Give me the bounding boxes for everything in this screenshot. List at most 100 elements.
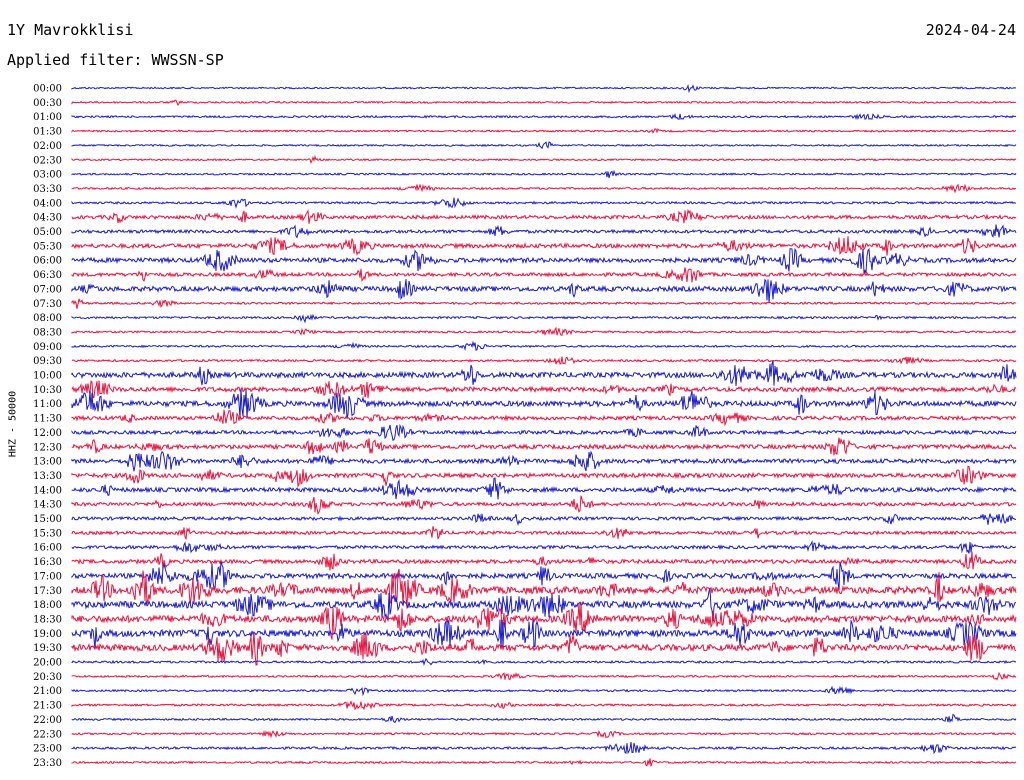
trace-line <box>71 380 1017 399</box>
time-label: 16:30 <box>33 557 62 568</box>
trace-line <box>71 326 1017 337</box>
trace-line <box>71 685 1017 697</box>
time-label: 08:00 <box>33 313 62 324</box>
trace-line <box>71 495 1017 515</box>
time-label: 05:30 <box>33 241 62 252</box>
trace-line <box>71 360 1017 386</box>
time-label: 11:30 <box>33 414 62 425</box>
trace-line <box>71 236 1017 256</box>
time-label: 00:00 <box>33 84 62 95</box>
time-label: 11:00 <box>33 399 62 410</box>
time-label: 15:30 <box>33 528 62 539</box>
time-label: 05:00 <box>33 227 62 238</box>
trace-line <box>71 526 1017 541</box>
time-label: 06:00 <box>33 256 62 267</box>
trace-line <box>71 437 1017 456</box>
trace-line <box>71 197 1017 209</box>
time-label: 12:00 <box>33 428 62 439</box>
trace-line <box>71 619 1017 650</box>
trace-line <box>71 224 1017 239</box>
trace-line <box>71 568 1017 609</box>
trace-line <box>71 540 1017 554</box>
trace-line <box>71 208 1017 224</box>
trace-line <box>71 298 1016 309</box>
record-date: 2024-04-24 <box>925 21 1016 39</box>
trace-line <box>71 551 1017 571</box>
time-label: 01:30 <box>33 127 62 138</box>
trace-line <box>71 84 1017 94</box>
time-label: 09:30 <box>33 356 62 367</box>
trace-line <box>71 742 1017 755</box>
trace-line <box>71 141 1017 150</box>
time-label: 19:00 <box>33 629 62 640</box>
filter-label: Applied filter: WWSSN-SP <box>7 51 224 69</box>
time-label: 02:30 <box>33 155 62 166</box>
time-label: 03:30 <box>33 184 62 195</box>
time-label: 18:30 <box>33 614 62 625</box>
trace-line <box>71 267 1017 283</box>
time-label: 22:00 <box>33 715 62 726</box>
trace-line <box>71 128 1017 135</box>
time-label: 17:30 <box>33 586 62 597</box>
time-label: 00:30 <box>33 98 62 109</box>
time-label: 09:00 <box>33 342 62 353</box>
time-label: 13:00 <box>33 457 62 468</box>
time-label: 10:00 <box>33 371 62 382</box>
trace-line <box>71 356 1017 365</box>
trace-line <box>71 278 1017 303</box>
trace-line <box>71 477 1017 500</box>
time-label: 15:00 <box>33 514 62 525</box>
time-label: 04:30 <box>33 213 62 224</box>
station-title: 1Y Mavrokklisi <box>7 21 134 39</box>
time-label: 14:30 <box>33 500 62 511</box>
trace-line <box>71 340 1017 351</box>
time-label: 03:00 <box>33 170 62 181</box>
trace-line <box>71 671 1017 681</box>
trace-line <box>71 588 1017 622</box>
trace-line <box>71 631 1017 666</box>
trace-line <box>71 423 1017 441</box>
trace-line <box>71 183 1016 194</box>
time-label: 21:00 <box>33 686 62 697</box>
time-label: 19:30 <box>33 643 62 654</box>
time-label: 12:30 <box>33 442 62 453</box>
trace-line <box>71 700 1017 711</box>
time-label: 06:30 <box>33 270 62 281</box>
time-label: 07:00 <box>33 284 62 295</box>
time-label: 10:30 <box>33 385 62 396</box>
trace-line <box>71 388 1017 419</box>
trace-line <box>71 313 1017 324</box>
trace-line <box>71 154 1017 164</box>
time-label: 16:00 <box>33 543 62 554</box>
time-label: 14:00 <box>33 485 62 496</box>
trace-line <box>71 602 1017 640</box>
trace-line <box>71 465 1017 488</box>
trace-line <box>71 713 1017 724</box>
trace-line <box>71 450 1017 472</box>
time-label: 21:30 <box>33 701 62 712</box>
time-label: 20:00 <box>33 658 62 669</box>
trace-line <box>71 758 1017 767</box>
time-label: 01:00 <box>33 112 62 123</box>
trace-line <box>71 513 1017 527</box>
time-label: 23:30 <box>33 758 62 769</box>
time-label: 23:00 <box>33 744 62 755</box>
time-label: 18:00 <box>33 600 62 611</box>
time-label: 17:00 <box>33 571 62 582</box>
trace-line <box>71 113 1017 121</box>
trace-line <box>71 729 1016 739</box>
time-label: 04:00 <box>33 198 62 209</box>
trace-line <box>71 561 1017 591</box>
trace-line <box>71 247 1017 274</box>
time-label: 08:30 <box>33 327 62 338</box>
trace-line <box>71 99 1017 107</box>
trace-line <box>71 409 1017 427</box>
time-label: 02:00 <box>33 141 62 152</box>
trace-line <box>71 169 1017 179</box>
time-label: 20:30 <box>33 672 62 683</box>
time-label: 07:30 <box>33 299 62 310</box>
trace-line <box>71 657 1017 666</box>
time-label: 13:30 <box>33 471 62 482</box>
time-label: 22:30 <box>33 729 62 740</box>
